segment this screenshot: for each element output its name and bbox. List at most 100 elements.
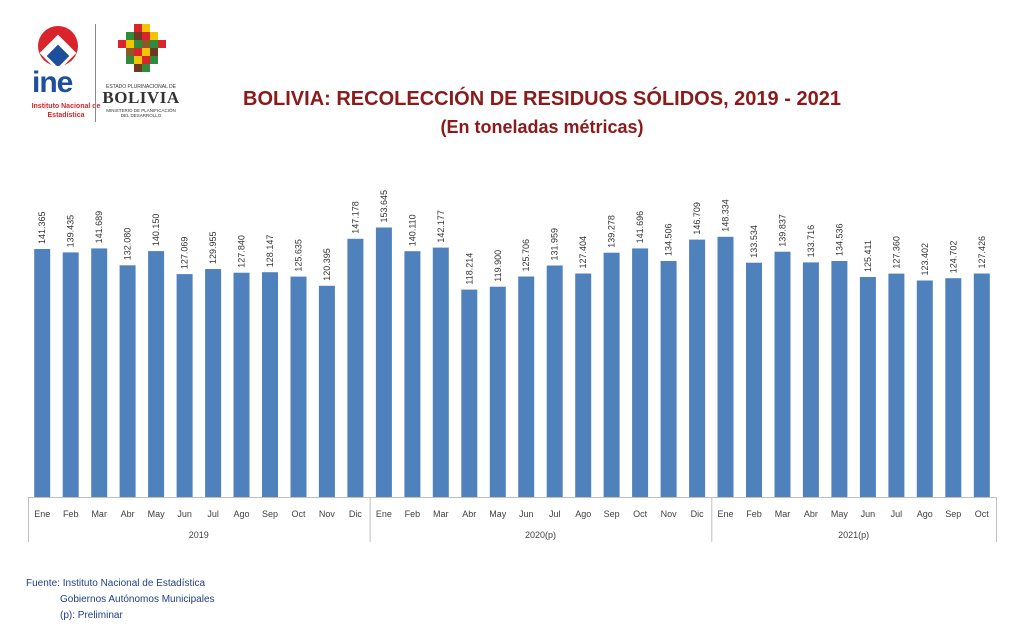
- data-label: 125.411: [863, 240, 873, 272]
- x-tick-label: Ago: [917, 509, 933, 519]
- x-tick-label: Abr: [121, 509, 135, 519]
- x-tick-label: May: [148, 509, 166, 519]
- data-label: 127.360: [891, 236, 901, 269]
- data-label: 133.534: [749, 225, 759, 258]
- x-tick-label: Mar: [775, 509, 791, 519]
- bar: [632, 248, 649, 497]
- bolivia-logo-top: ESTADO PLURINACIONAL DE: [105, 84, 176, 90]
- data-label: 147.178: [350, 201, 360, 234]
- bar: [290, 276, 307, 497]
- bar: [176, 274, 193, 497]
- data-label: 139.278: [607, 215, 617, 248]
- x-tick-label: Nov: [661, 509, 678, 519]
- bar: [347, 238, 364, 498]
- x-tick-label: Ago: [575, 509, 591, 519]
- x-group-label: 2020(p): [525, 530, 556, 540]
- x-tick-label: Oct: [291, 509, 306, 519]
- bar: [119, 265, 136, 497]
- x-tick-label: Sep: [262, 509, 278, 519]
- bar: [91, 248, 108, 497]
- x-group-label: 2019: [189, 530, 209, 540]
- data-label: 134.536: [834, 223, 844, 256]
- data-label: 123.402: [920, 243, 930, 276]
- data-label: 139.837: [778, 214, 788, 247]
- bar: [205, 269, 222, 497]
- x-tick-label: Feb: [63, 509, 79, 519]
- data-label: 127.404: [578, 236, 588, 269]
- data-label: 127.426: [977, 236, 987, 269]
- data-label: 141.696: [635, 211, 645, 244]
- bar: [660, 261, 677, 497]
- x-tick-label: Oct: [975, 509, 990, 519]
- bar: [518, 276, 535, 497]
- x-tick-label: Ene: [717, 509, 733, 519]
- bolivia-logo-subtitle: MINISTERIO DE PLANIFICACIÓN DEL DESARROL…: [106, 108, 176, 118]
- x-tick-label: Nov: [319, 509, 336, 519]
- data-label: 125.706: [521, 239, 531, 272]
- ine-logo: ine Instituto Nacional de Estadística: [26, 26, 100, 122]
- data-label: 139.435: [66, 215, 76, 248]
- bar: [233, 272, 250, 497]
- logo-divider: [95, 24, 96, 122]
- data-label: 131.959: [550, 228, 560, 261]
- x-tick-label: Jun: [519, 509, 534, 519]
- x-tick-label: Ene: [376, 509, 392, 519]
- data-label: 118.214: [464, 253, 474, 285]
- x-tick-label: Abr: [462, 509, 476, 519]
- bolivia-seal-icon: [118, 24, 166, 72]
- x-tick-label: Jun: [177, 509, 192, 519]
- x-tick-label: Sep: [604, 509, 620, 519]
- x-tick-label: Sep: [945, 509, 961, 519]
- data-label: 140.110: [407, 214, 417, 246]
- data-label: 133.716: [806, 225, 816, 258]
- source-label: Fuente:: [26, 578, 60, 589]
- x-tick-label: May: [489, 509, 507, 519]
- x-tick-label: Feb: [405, 509, 421, 519]
- bar: [888, 273, 905, 497]
- source-line-3: (p): Preliminar: [60, 610, 123, 621]
- bar: [34, 249, 51, 497]
- bar: [774, 251, 791, 497]
- data-label: 124.702: [948, 241, 958, 274]
- bar: [717, 236, 734, 498]
- data-label: 127.069: [180, 237, 190, 270]
- x-tick-label: Ago: [233, 509, 249, 519]
- data-label: 129.955: [208, 231, 218, 264]
- bar: [802, 262, 819, 497]
- bar: [546, 265, 563, 497]
- bolivia-logo: ESTADO PLURINACIONAL DE BOLIVIA MINISTER…: [102, 22, 180, 122]
- x-tick-label: May: [831, 509, 849, 519]
- x-tick-label: Jul: [207, 509, 219, 519]
- bar: [689, 239, 706, 497]
- bar: [375, 227, 392, 497]
- x-group-label: 2021(p): [838, 530, 869, 540]
- chart-subtitle: (En toneladas métricas): [440, 117, 644, 137]
- ine-logo-text: ine: [32, 66, 73, 99]
- data-label: 134.506: [664, 223, 674, 256]
- data-label: 141.689: [94, 211, 104, 244]
- x-tick-label: Mar: [433, 509, 449, 519]
- bar: [973, 273, 990, 497]
- data-label: 142.177: [436, 210, 446, 243]
- data-label: 141.365: [37, 211, 47, 244]
- x-tick-label: Jul: [549, 509, 561, 519]
- data-label: 127.840: [237, 235, 247, 268]
- data-label: 125.635: [294, 239, 304, 272]
- bar: [916, 280, 933, 497]
- data-label: 146.709: [692, 202, 702, 235]
- x-tick-label: Dic: [349, 509, 362, 519]
- bar: [404, 251, 421, 497]
- data-label: 132.080: [123, 228, 133, 261]
- bar: [148, 251, 165, 497]
- x-tick-label: Jul: [891, 509, 903, 519]
- bar: [945, 278, 962, 497]
- bar: [62, 252, 79, 497]
- bar: [603, 252, 620, 497]
- x-tick-label: Jun: [861, 509, 876, 519]
- source-line-2: Gobiernos Autónomos Municipales: [60, 594, 215, 605]
- ine-logo-subtitle: Instituto Nacional de Estadística: [31, 103, 101, 119]
- x-tick-label: Feb: [746, 509, 762, 519]
- bar: [489, 286, 506, 497]
- data-label: 153.645: [379, 190, 389, 223]
- source-line-1: Instituto Nacional de Estadística: [62, 578, 206, 589]
